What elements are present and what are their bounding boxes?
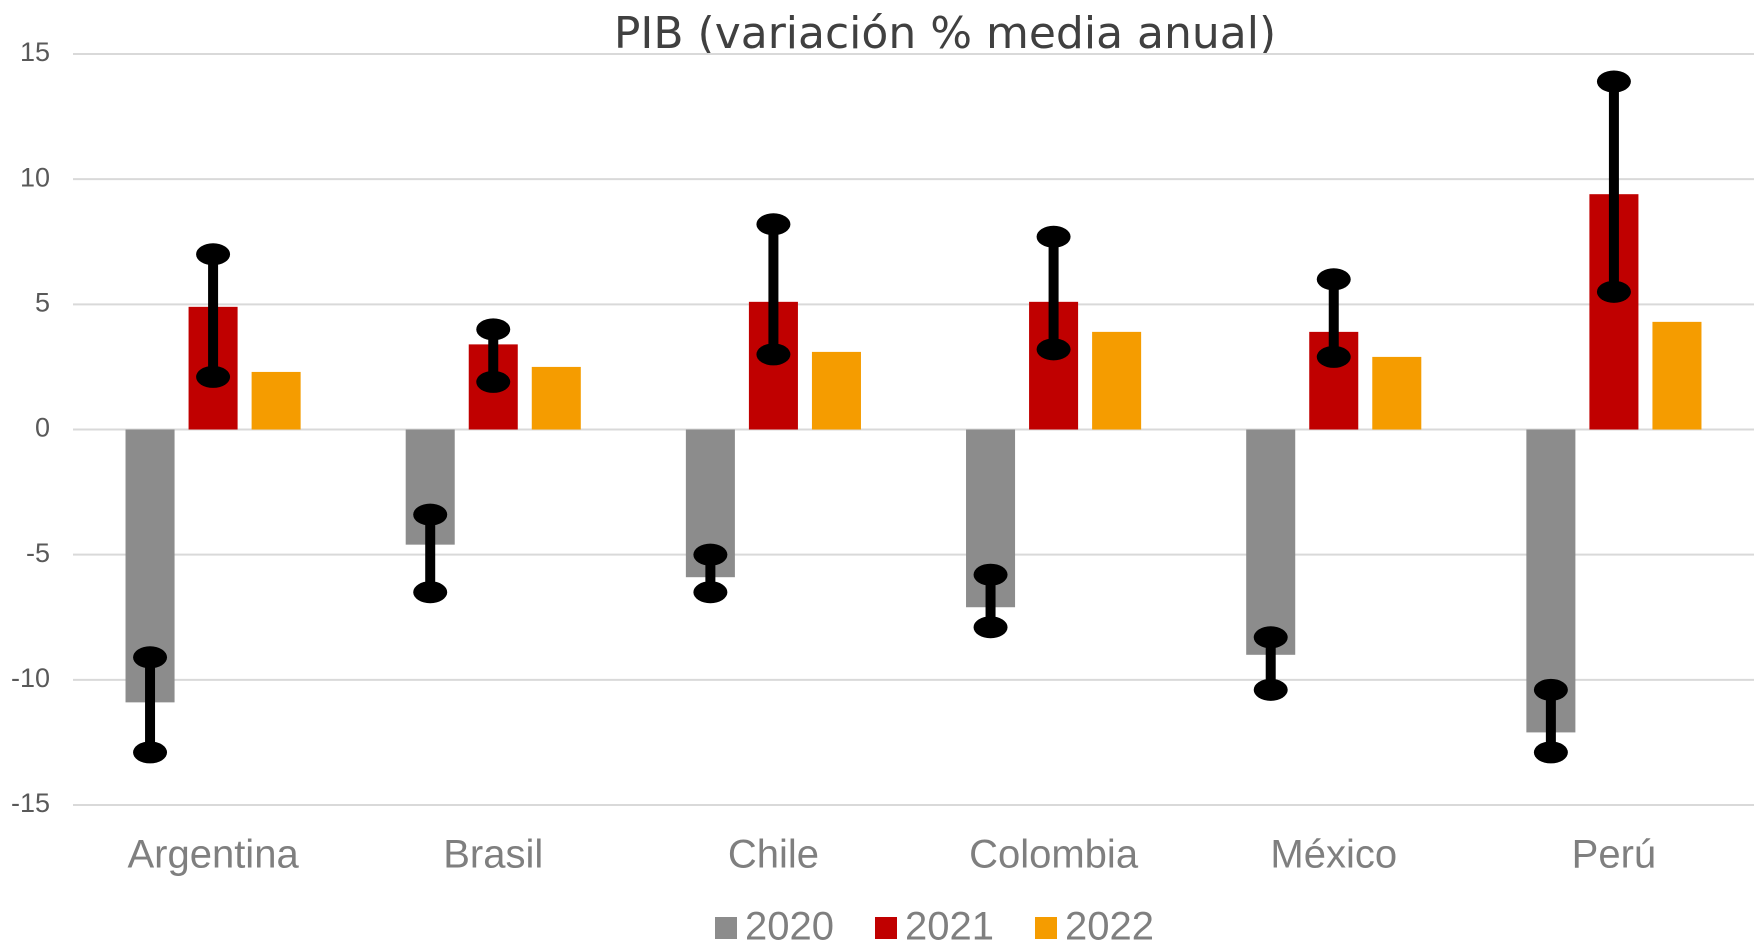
range-cap — [413, 581, 448, 604]
bar — [1372, 356, 1422, 430]
x-tick-label: Brasil — [443, 833, 543, 877]
legend-label: 2020 — [745, 905, 834, 946]
range-cap — [133, 646, 168, 669]
x-tick-label: México — [1270, 833, 1397, 877]
chart-title: PIB (variación % media anual) — [614, 8, 1276, 59]
range-cap — [693, 543, 728, 566]
y-tick-label: -5 — [26, 538, 50, 568]
range-cap — [1036, 225, 1071, 248]
range-cap — [1596, 280, 1631, 303]
x-tick-label: Argentina — [127, 833, 299, 877]
range-cap — [1253, 678, 1288, 701]
x-tick-label: Perú — [1572, 833, 1657, 877]
bar — [531, 366, 581, 430]
range-cap — [1036, 338, 1071, 361]
x-tick-label: Colombia — [969, 833, 1139, 877]
bar — [251, 371, 301, 430]
range-cap — [756, 343, 791, 366]
legend-swatch — [715, 917, 737, 939]
y-tick-label: 0 — [35, 413, 50, 443]
range-cap — [476, 370, 511, 393]
range-cap — [1316, 345, 1351, 368]
range-cap — [1596, 70, 1631, 93]
legend-label: 2021 — [905, 905, 994, 946]
bar — [1092, 331, 1142, 430]
x-tick-label: Chile — [728, 833, 819, 877]
range-cap — [973, 563, 1008, 586]
range-cap — [413, 503, 448, 526]
y-tick-label: 10 — [20, 162, 50, 192]
range-cap — [693, 581, 728, 604]
y-tick-label: 15 — [20, 37, 50, 67]
legend-swatch — [875, 917, 897, 939]
range-cap — [476, 318, 511, 341]
range-cap — [973, 616, 1008, 639]
range-cap — [1533, 678, 1568, 701]
bar — [811, 351, 861, 430]
range-cap — [196, 243, 231, 266]
y-tick-label: -15 — [11, 788, 50, 818]
range-cap — [1316, 268, 1351, 291]
range-cap — [1253, 626, 1288, 649]
legend-swatch — [1035, 917, 1057, 939]
range-cap — [1533, 741, 1568, 764]
range-cap — [133, 741, 168, 764]
bar — [1652, 321, 1702, 430]
y-tick-label: 5 — [35, 287, 50, 317]
y-tick-label: -10 — [11, 663, 50, 693]
range-cap — [196, 365, 231, 388]
bar — [1246, 429, 1296, 655]
legend-label: 2022 — [1065, 905, 1154, 946]
range-cap — [756, 213, 791, 236]
